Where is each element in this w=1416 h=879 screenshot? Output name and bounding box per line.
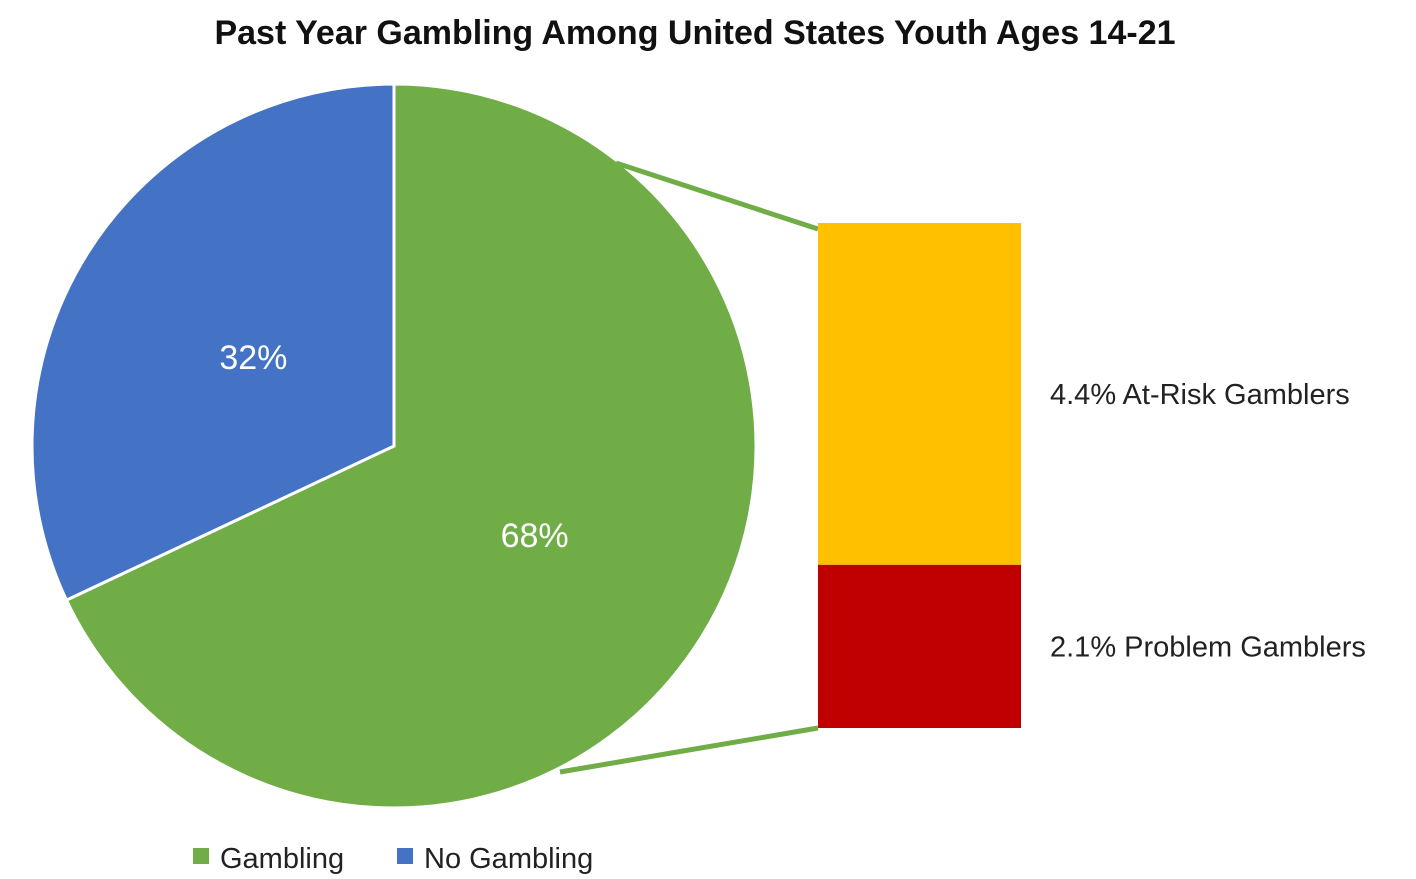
breakdown-bar: 4.4% At-Risk Gamblers 2.1% Problem Gamble… (818, 223, 1366, 728)
legend: Gambling No Gambling (193, 843, 593, 875)
pie-slice-label-no-gambling: 32% (219, 339, 287, 377)
connector-group (559, 160, 819, 775)
legend-label-gambling: Gambling (220, 843, 344, 875)
breakdown-segment-1 (818, 564, 1021, 728)
connector-line-bottom (559, 725, 819, 775)
pie-slice-gambling (64, 82, 758, 810)
pie-group: 68% 32% (30, 82, 758, 810)
chart-title: Past Year Gambling Among United States Y… (214, 14, 1176, 52)
legend-swatch-no-gambling (397, 848, 413, 864)
pie-slice-no-gambling (30, 82, 396, 603)
connector-line-top (615, 160, 819, 232)
pie-slice-label-gambling: 68% (501, 517, 569, 555)
breakdown-label-0: 4.4% At-Risk Gamblers (1050, 379, 1350, 411)
breakdown-label-1: 2.1% Problem Gamblers (1050, 631, 1366, 663)
legend-label-no-gambling: No Gambling (424, 843, 593, 875)
legend-swatch-gambling (193, 848, 209, 864)
breakdown-segment-0 (818, 223, 1021, 565)
